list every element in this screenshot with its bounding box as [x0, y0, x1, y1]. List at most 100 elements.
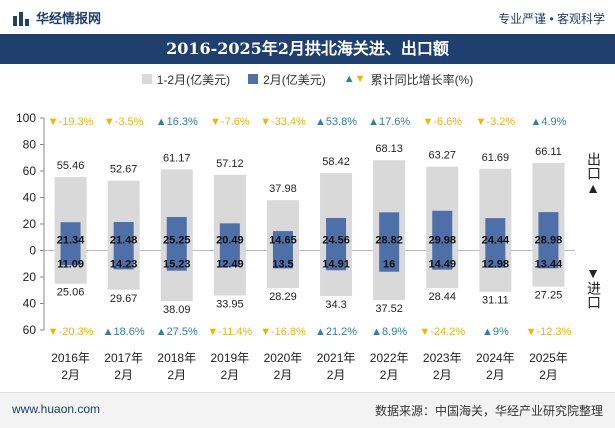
y-tick-label: 20 — [23, 270, 37, 284]
export-monthly-bar — [166, 217, 187, 251]
footer: www.huaon.com 数据来源：中国海关，华经产业研究院整理 — [0, 392, 615, 428]
export-growth-label: ▲53.8% — [315, 116, 357, 128]
export-cumulative-label: 55.46 — [57, 160, 85, 172]
brand[interactable]: 华经情报网 — [12, 8, 101, 27]
import-cumulative-label: 25.06 — [57, 287, 85, 299]
category-label-year: 2019年 — [210, 351, 249, 365]
category-label-month: 2月 — [327, 368, 346, 382]
export-monthly-bar — [326, 217, 347, 251]
export-growth-label: ▲17.6% — [368, 116, 410, 128]
import-growth-label: ▼-20.3% — [48, 326, 94, 338]
top-bar: 华经情报网 专业严谨 • 客观科学 — [0, 0, 615, 34]
export-cumulative-label: 52.67 — [110, 164, 138, 176]
export-monthly-label: 28.98 — [535, 235, 563, 247]
import-monthly-bar — [60, 250, 81, 266]
export-monthly-bar — [60, 222, 81, 251]
y-tick-label: 40 — [23, 297, 37, 311]
export-monthly-label: 21.48 — [110, 235, 138, 247]
import-monthly-label: 14.49 — [428, 259, 456, 271]
import-monthly-label: 16 — [383, 259, 395, 271]
export-cumulative-label: 61.17 — [163, 152, 191, 164]
export-monthly-label: 29.98 — [428, 235, 456, 247]
import-monthly-label: 12.49 — [216, 259, 244, 271]
export-cumulative-label: 61.69 — [482, 152, 510, 164]
y-tick-label: 0 — [29, 244, 36, 258]
category-label-month: 2月 — [114, 368, 133, 382]
import-monthly-bar — [379, 250, 400, 272]
import-monthly-bar — [166, 250, 187, 271]
export-monthly-label: 28.82 — [375, 235, 403, 247]
category-label-year: 2017年 — [104, 351, 143, 365]
import-cumulative-label: 31.11 — [482, 295, 509, 307]
import-monthly-label: 12.98 — [482, 259, 510, 271]
import-cumulative-label: 28.44 — [428, 291, 456, 303]
import-growth-label: ▼-16.8% — [260, 326, 306, 338]
import-cumulative-label: 33.95 — [216, 298, 244, 310]
import-monthly-bar — [219, 250, 240, 268]
category-label-month: 2月 — [274, 368, 293, 382]
export-growth-label: ▼-3.5% — [104, 116, 144, 128]
import-cumulative-label: 34.3 — [325, 299, 346, 311]
legend: 1-2月(亿美元) 2月(亿美元) ▲▼ 累计同比增长率(%) — [0, 68, 615, 90]
y-tick-label: 40 — [23, 191, 37, 205]
export-monthly-label: 25.25 — [163, 235, 191, 247]
import-monthly-bar — [432, 250, 453, 270]
import-cumulative-label: 28.29 — [269, 291, 297, 303]
import-growth-label: ▼-24.2% — [419, 326, 465, 338]
bar-logo-icon — [13, 11, 29, 26]
import-monthly-bar — [538, 250, 559, 269]
export-monthly-label: 20.49 — [216, 235, 244, 247]
import-monthly-bar — [485, 250, 506, 268]
export-monthly-bar — [272, 231, 293, 251]
export-cumulative-label: 57.12 — [216, 158, 244, 170]
category-label-year: 2025年 — [529, 351, 568, 365]
export-monthly-bar — [538, 212, 559, 251]
import-monthly-label: 15.23 — [163, 259, 191, 271]
import-growth-label: ▲21.2% — [315, 326, 357, 338]
legend-swatch-blue — [248, 74, 259, 84]
export-cumulative-label: 66.11 — [535, 146, 562, 158]
legend-item-growth: ▲▼ 累计同比增长率(%) — [344, 71, 473, 88]
category-label-year: 2021年 — [317, 351, 356, 365]
export-growth-label: ▼-19.3% — [48, 116, 94, 128]
import-growth-label: ▼-12.3% — [526, 326, 572, 338]
category-label-year: 2016年 — [51, 351, 90, 365]
category-label-month: 2月 — [433, 368, 452, 382]
category-label-month: 2月 — [380, 368, 399, 382]
export-growth-label: ▼-33.4% — [260, 116, 306, 128]
export-monthly-label: 24.56 — [322, 235, 350, 247]
y-tick-label: 100 — [16, 111, 36, 125]
export-cumulative-label: 58.42 — [322, 156, 350, 168]
y-tick-label: 20 — [23, 217, 37, 231]
export-growth-label: ▲16.3% — [156, 116, 198, 128]
chart-area: 100 80 60 40 20 0 20 40 60 55.46 25.06 21.34 11.09 ▼-… — [16, 111, 575, 382]
export-monthly-bar — [432, 210, 453, 251]
import-cumulative-label: 38.09 — [163, 304, 191, 316]
category-label-year: 2020年 — [264, 351, 303, 365]
import-monthly-bar — [272, 250, 293, 269]
category-label-month: 2月 — [486, 368, 505, 382]
import-monthly-label: 11.09 — [57, 259, 84, 271]
up-down-triangle-icon: ▲▼ — [343, 73, 366, 85]
tagline: 专业严谨 • 客观科学 — [498, 12, 605, 26]
import-monthly-label: 14.23 — [110, 259, 138, 271]
import-monthly-bar — [113, 250, 134, 270]
import-growth-label: ▲8.9% — [371, 326, 407, 338]
legend-label-monthly: 2月(亿美元) — [263, 72, 326, 87]
export-cumulative-label: 68.13 — [375, 143, 403, 155]
website-link[interactable]: www.huaon.com — [12, 402, 101, 416]
category-label-year: 2023年 — [423, 351, 462, 365]
export-growth-label: ▼-6.6% — [422, 116, 462, 128]
category-label-year: 2024年 — [476, 351, 515, 365]
legend-item-cumulative: 1-2月(亿美元) — [141, 71, 230, 88]
import-growth-label: ▼-11.4% — [207, 326, 252, 338]
export-monthly-bar — [485, 218, 506, 251]
export-cumulative-label: 63.27 — [428, 150, 456, 162]
import-side-label: ▼ 进口 — [586, 265, 602, 309]
import-cumulative-label: 27.25 — [535, 290, 563, 302]
category-label-month: 2月 — [167, 368, 186, 382]
category-label-year: 2018年 — [157, 351, 196, 365]
import-growth-label: ▲9% — [482, 326, 509, 338]
export-cumulative-label: 37.98 — [269, 183, 297, 195]
export-monthly-bar — [113, 222, 134, 251]
